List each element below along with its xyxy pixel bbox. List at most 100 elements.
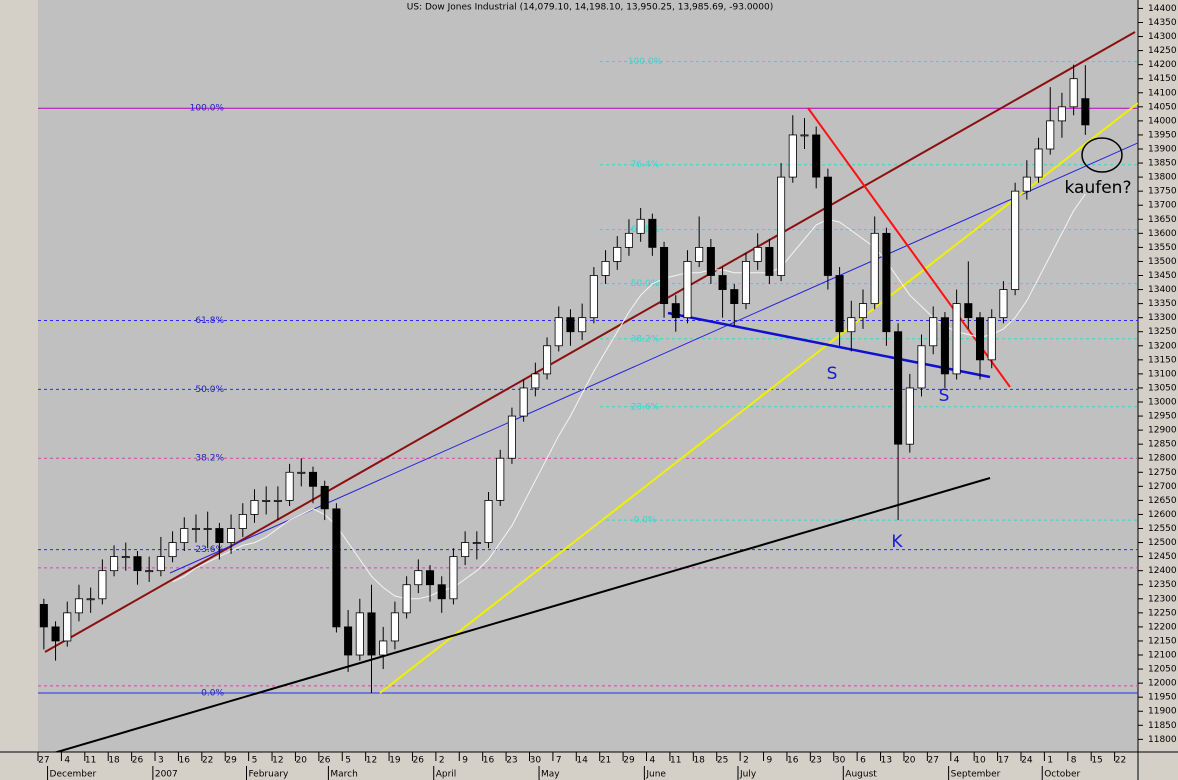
x-tick-label: 25	[717, 756, 728, 766]
fib-label: 61.8%	[195, 316, 224, 326]
month-label: August	[845, 770, 877, 780]
y-tick-label: 14400	[1148, 4, 1177, 14]
y-tick-label: 12650	[1148, 496, 1177, 506]
x-tick-label: 12	[366, 756, 377, 766]
candle-body	[1022, 176, 1031, 192]
candle-body	[660, 246, 669, 305]
y-tick-label: 12500	[1148, 538, 1177, 548]
candle-body	[613, 246, 622, 262]
candle-body	[461, 542, 470, 558]
candle-body	[999, 289, 1008, 319]
y-tick-label: 12000	[1148, 679, 1177, 689]
candle-body	[800, 134, 809, 137]
x-tick-label: 4	[954, 756, 960, 766]
y-tick-label: 11950	[1148, 693, 1177, 703]
candle-body	[952, 303, 961, 375]
x-tick-label: 2	[439, 756, 445, 766]
fib-label: 38.2%	[631, 334, 660, 344]
y-tick-label: 14250	[1148, 46, 1177, 56]
candle-body	[250, 499, 259, 515]
y-tick-label: 14300	[1148, 32, 1177, 42]
y-tick-label: 13150	[1148, 355, 1177, 365]
y-tick-label: 13750	[1148, 187, 1177, 197]
month-label: October	[1044, 770, 1080, 780]
month-label: July	[739, 770, 757, 780]
y-tick-label: 13900	[1148, 144, 1177, 154]
x-tick-label: 8	[1071, 756, 1077, 766]
x-tick-label: 4	[64, 756, 70, 766]
y-tick-label: 13450	[1148, 271, 1177, 281]
x-tick-label: 5	[345, 756, 351, 766]
x-tick-label: 4	[649, 756, 655, 766]
trend-line	[44, 31, 1136, 653]
candle-body	[589, 275, 598, 319]
y-tick-label: 13800	[1148, 173, 1177, 183]
fib-label: 50.0%	[631, 279, 660, 289]
candle-body	[835, 275, 844, 333]
candle-body	[917, 345, 926, 389]
candle-body	[1081, 98, 1090, 126]
candle-body	[308, 471, 318, 487]
candle-body	[730, 289, 739, 305]
y-tick-label: 14100	[1148, 88, 1177, 98]
x-tick-label: 16	[483, 756, 495, 766]
candle-body	[507, 415, 516, 459]
candle-body	[578, 317, 587, 333]
x-tick-label: 15	[1091, 756, 1102, 766]
candle-body	[180, 528, 189, 543]
candle-body	[484, 499, 493, 543]
y-tick-label: 13850	[1148, 159, 1177, 169]
x-tick-label: 29	[225, 756, 237, 766]
y-tick-label: 12200	[1148, 622, 1177, 632]
month-label: December	[50, 770, 97, 780]
x-tick-label: 23	[810, 756, 821, 766]
highlight-circle	[1081, 137, 1123, 173]
candle-body	[332, 508, 341, 628]
candle-body	[987, 317, 996, 361]
y-tick-label: 12600	[1148, 510, 1177, 520]
y-tick-label: 13050	[1148, 383, 1177, 393]
candle-body	[344, 626, 353, 656]
candle-body	[51, 626, 60, 642]
candle-body	[531, 373, 540, 389]
candle-body	[215, 528, 224, 543]
month-label: March	[330, 770, 357, 780]
y-tick-label: 12300	[1148, 594, 1177, 604]
x-tick-label: 9	[767, 756, 773, 766]
candle-body	[940, 317, 949, 375]
candle-body	[133, 556, 142, 572]
candle-body	[870, 232, 879, 305]
candle-body	[741, 261, 751, 305]
y-tick-label: 12400	[1148, 566, 1177, 576]
x-tick-label: 20	[904, 756, 916, 766]
candle-body	[449, 556, 458, 600]
x-tick-label: 24	[1021, 756, 1033, 766]
candle-body	[1011, 190, 1020, 290]
y-tick-label: 13100	[1148, 369, 1177, 379]
y-tick-label: 13950	[1148, 130, 1177, 140]
y-tick-label: 13350	[1148, 299, 1177, 309]
y-tick-label: 13300	[1148, 313, 1177, 323]
fib-label: 100.0%	[190, 104, 225, 114]
x-tick-label: 19	[389, 756, 401, 766]
y-tick-label: 12750	[1148, 468, 1177, 478]
candle-body	[425, 570, 435, 586]
y-tick-label: 12250	[1148, 608, 1177, 618]
candle-body	[74, 598, 83, 614]
candle-body	[566, 317, 575, 333]
fib-label: 0.0%	[634, 516, 657, 526]
x-tick-label: 16	[787, 756, 799, 766]
y-tick-label: 13500	[1148, 257, 1177, 267]
y-tick-label: 13700	[1148, 201, 1177, 211]
candle-body	[554, 317, 563, 347]
month-label: April	[436, 770, 457, 780]
x-tick-label: 23	[506, 756, 517, 766]
candle-body	[355, 612, 364, 656]
x-tick-label: 30	[834, 756, 846, 766]
y-tick-label: 12550	[1148, 524, 1177, 534]
x-tick-label: 3	[158, 756, 164, 766]
candle-body	[648, 218, 657, 248]
candle-body	[706, 246, 715, 276]
candle-body	[1046, 120, 1055, 150]
